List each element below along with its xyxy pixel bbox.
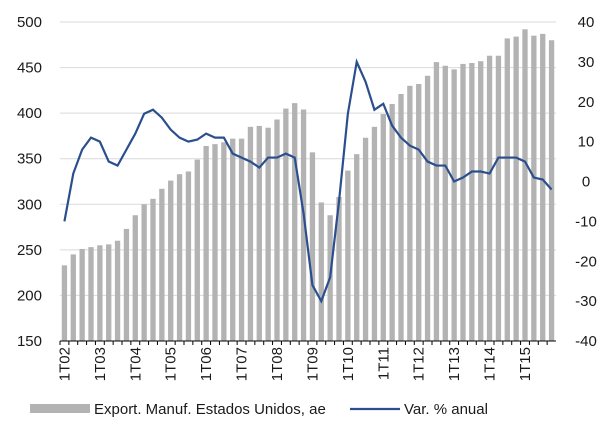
x-tick-label: 1T10	[340, 347, 357, 381]
bar	[469, 63, 475, 342]
bar	[212, 144, 218, 341]
bar	[460, 63, 466, 341]
y2-tick-label: -30	[575, 293, 597, 310]
bar	[159, 188, 165, 341]
bar	[274, 119, 280, 341]
bar	[318, 202, 324, 341]
bar	[522, 29, 528, 341]
x-tick-label: 1T14	[482, 347, 499, 381]
bar	[230, 138, 236, 341]
x-tick-label: 1T09	[304, 347, 321, 381]
bar	[185, 171, 192, 341]
x-tick-label: 1T06	[198, 347, 215, 381]
y2-tick-label: -20	[575, 253, 597, 270]
y2-tick-label: 30	[578, 54, 595, 71]
bar	[531, 35, 537, 342]
bar	[114, 240, 121, 341]
bar	[433, 62, 440, 342]
bar	[70, 254, 76, 341]
bar	[97, 245, 103, 341]
bar	[345, 170, 351, 341]
bar	[194, 159, 200, 341]
x-tick-label: 1T05	[163, 347, 180, 381]
bar	[123, 228, 130, 341]
bar	[300, 109, 307, 341]
bar	[398, 94, 404, 341]
y-tick-label: 300	[17, 196, 42, 213]
x-tick-label: 1T12	[411, 347, 428, 381]
y-tick-label: 400	[17, 105, 42, 122]
legend-label: Var. % anual	[404, 401, 488, 418]
bar	[265, 127, 271, 342]
y2-tick-label: 0	[582, 174, 590, 191]
bar	[203, 145, 209, 341]
x-tick-label: 1T11	[375, 347, 392, 380]
bar	[221, 142, 227, 341]
bar	[61, 265, 68, 341]
y2-tick-label: -10	[575, 213, 597, 230]
y2-tick-label: 10	[578, 134, 595, 151]
y2-tick-label: 20	[578, 94, 595, 111]
bar	[168, 180, 174, 341]
x-tick-label: 1T13	[446, 347, 463, 381]
x-tick-label: 1T08	[269, 347, 286, 381]
bar	[540, 33, 546, 341]
bar	[442, 65, 448, 342]
bar	[548, 40, 555, 341]
bar	[150, 198, 156, 341]
bar	[132, 215, 138, 341]
bar	[504, 38, 510, 342]
bar	[486, 55, 493, 341]
bar	[309, 152, 316, 341]
y-tick-label: 350	[17, 151, 42, 168]
y2-tick-label: -40	[575, 333, 597, 350]
legend-swatch	[30, 404, 90, 413]
y-tick-label: 450	[17, 60, 42, 77]
bar	[362, 137, 369, 341]
y-tick-label: 150	[17, 333, 42, 350]
y-tick-label: 500	[17, 14, 42, 31]
bar	[79, 248, 85, 341]
bar	[371, 126, 378, 341]
bar	[513, 36, 519, 341]
bar	[88, 247, 94, 341]
bar	[389, 104, 395, 342]
bar	[416, 83, 422, 341]
legend-label: Export. Manuf. Estados Unidos, ae	[94, 401, 326, 418]
bar	[380, 114, 386, 341]
bar	[451, 69, 457, 341]
x-tick-label: 1T15	[517, 347, 534, 381]
bar	[283, 108, 289, 341]
bar	[238, 138, 245, 341]
bar	[256, 125, 262, 341]
bar	[176, 174, 183, 341]
bar	[478, 61, 484, 341]
bar	[407, 85, 413, 341]
bar	[247, 126, 254, 341]
x-tick-label: 1T04	[127, 347, 144, 381]
bar	[106, 244, 112, 341]
bar	[292, 103, 298, 341]
bar	[424, 75, 431, 341]
y-tick-label: 250	[17, 242, 42, 259]
x-tick-label: 1T03	[92, 347, 109, 381]
bar	[354, 154, 360, 341]
line	[63, 58, 553, 304]
bar	[336, 196, 342, 341]
y-tick-label: 200	[17, 287, 42, 304]
bar	[141, 204, 147, 341]
x-tick-label: 1T02	[56, 347, 73, 381]
x-tick-label: 1T07	[234, 347, 251, 381]
bar	[495, 55, 502, 341]
y2-tick-label: 40	[578, 14, 595, 31]
